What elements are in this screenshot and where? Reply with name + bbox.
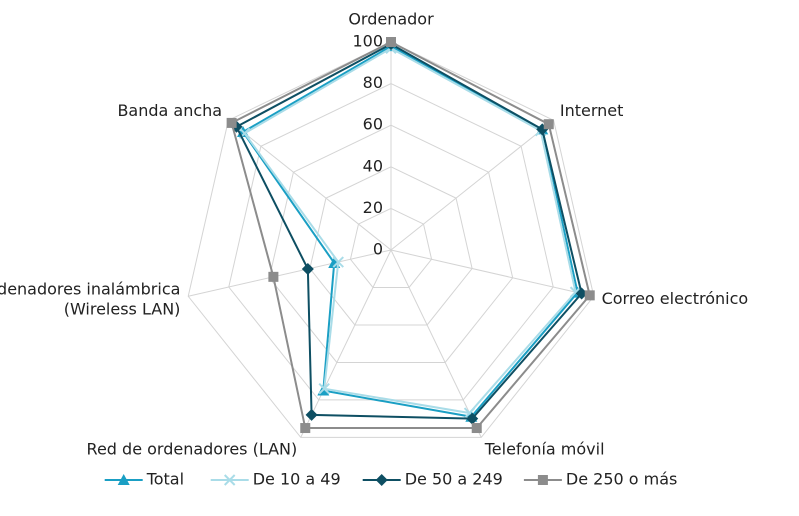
category-label-line: Red de ordenadores inalámbrica xyxy=(0,279,180,298)
point xyxy=(223,474,236,486)
r-tick-label: 80 xyxy=(363,73,383,92)
point xyxy=(318,382,330,395)
grid-line xyxy=(268,124,514,363)
legend-item: De 10 a 49 xyxy=(210,470,341,489)
series-line xyxy=(235,42,583,420)
axis-spoke xyxy=(228,119,392,251)
r-tick-label: 0 xyxy=(373,240,383,259)
category-label-line: (Wireless LAN) xyxy=(59,299,181,318)
legend-label: Total xyxy=(146,470,184,489)
series-line xyxy=(243,47,577,415)
point xyxy=(543,119,554,130)
axis-spoke xyxy=(390,119,554,251)
category-label: Red de ordenadores inalámbrica (Wireless… xyxy=(0,279,180,318)
point xyxy=(386,37,396,47)
point xyxy=(537,475,548,485)
axis-spoke xyxy=(188,249,392,297)
category-label: Correo electrónico xyxy=(602,289,749,308)
category-label: Banda ancha xyxy=(117,101,222,120)
category-label: Internet xyxy=(560,101,624,120)
series-line xyxy=(241,45,579,418)
point xyxy=(471,423,482,434)
legend-item: De 50 a 249 xyxy=(362,470,503,489)
r-tick-label: 20 xyxy=(363,198,383,217)
category-label: Red de ordenadores (LAN) xyxy=(87,440,298,459)
point xyxy=(226,117,237,128)
legend-label: De 250 o más xyxy=(566,470,677,489)
series-line xyxy=(230,40,591,430)
point xyxy=(375,474,388,486)
category-label: Ordenador xyxy=(348,10,434,29)
legend-item: Total xyxy=(104,470,184,489)
r-tick-label: 60 xyxy=(363,115,383,134)
axis-spoke xyxy=(390,249,482,438)
category-label: Telefonía móvil xyxy=(484,440,605,459)
r-tick-label: 100 xyxy=(352,32,383,51)
point xyxy=(117,474,130,485)
point xyxy=(300,423,311,434)
point xyxy=(268,271,279,282)
axis-spoke xyxy=(300,249,392,438)
grid-line xyxy=(349,207,433,288)
point xyxy=(305,408,318,421)
grid-line xyxy=(309,166,473,326)
point xyxy=(332,256,344,268)
point xyxy=(575,287,588,300)
r-tick-label: 40 xyxy=(363,156,383,175)
legend-label: De 10 a 49 xyxy=(253,470,341,489)
point xyxy=(466,412,479,425)
legend-label: De 50 a 249 xyxy=(405,470,503,489)
axis-spoke xyxy=(390,249,594,297)
point xyxy=(584,290,595,301)
grid-line xyxy=(187,41,595,438)
point xyxy=(301,262,314,275)
legend-item: De 250 o más xyxy=(523,470,677,489)
